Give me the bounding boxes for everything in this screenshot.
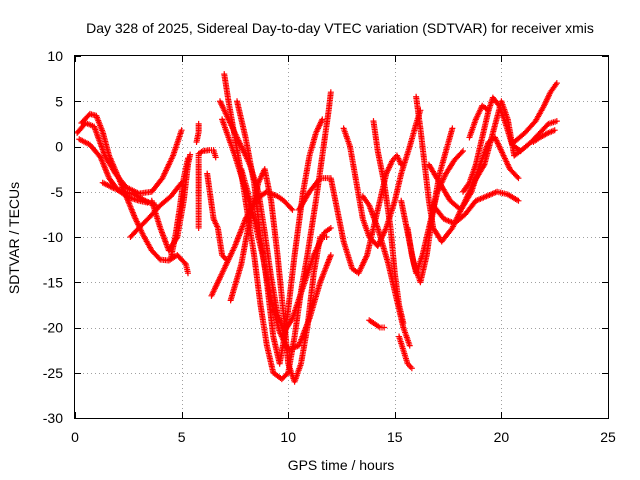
y-axis-label: SDTVAR / TECUs (6, 182, 22, 294)
y-tick-label: -20 (43, 320, 63, 336)
series-arc-20 (366, 317, 388, 331)
series-arc-27 (425, 134, 522, 213)
gridlines (75, 56, 608, 418)
y-tick-label: -5 (51, 184, 64, 200)
point-markers (430, 188, 522, 227)
x-axis-label: GPS time / hours (288, 457, 395, 473)
y-tick-label: -25 (43, 365, 63, 381)
series-arc-33 (530, 127, 558, 145)
point-markers (234, 98, 326, 367)
point-markers (195, 147, 219, 231)
y-tick-label: -30 (43, 410, 63, 426)
series-arc-28 (430, 188, 522, 227)
series-arc-22 (370, 118, 407, 326)
y-tick-label: 10 (47, 48, 63, 64)
series-arc-16 (234, 98, 326, 367)
plot-frame (74, 55, 609, 419)
x-tick-label: 0 (71, 429, 79, 445)
x-tick-label: 20 (494, 429, 510, 445)
series-arc-8 (195, 147, 219, 231)
x-tick-labels: 0 5 10 15 20 25 (71, 429, 616, 445)
series-arc-29 (460, 94, 524, 195)
series-arc-3 (78, 110, 191, 277)
point-markers (193, 120, 202, 145)
chart-title: Day 328 of 2025, Sidereal Day-to-day VTE… (86, 20, 594, 36)
y-tick-label: 0 (55, 139, 63, 155)
point-markers (396, 333, 415, 372)
data-points (74, 71, 560, 385)
y-tick-label: 5 (55, 93, 63, 109)
series-arc-31 (511, 80, 560, 145)
series-arc-10 (204, 170, 230, 263)
point-markers (466, 102, 492, 141)
x-tick-label: 15 (387, 429, 403, 445)
x-tick-label: 5 (178, 429, 186, 445)
series-arc-14 (221, 71, 334, 383)
x-tick-label: 10 (280, 429, 296, 445)
series-arc-7 (167, 155, 191, 261)
series-arc-23 (396, 333, 415, 372)
point-markers (370, 118, 407, 326)
series-arc-17 (238, 166, 258, 222)
series-arc-9 (193, 120, 202, 145)
series-arc-30 (466, 102, 492, 141)
y-tick-labels: -30 -25 -20 -15 -10 -5 0 5 10 (43, 48, 63, 426)
point-markers (167, 155, 191, 261)
point-markers (460, 94, 524, 195)
point-markers (511, 80, 560, 145)
y-tick-label: -10 (43, 229, 63, 245)
point-markers (221, 71, 334, 383)
point-markers (78, 110, 191, 277)
point-markers (425, 134, 522, 213)
point-markers (530, 127, 558, 145)
x-tick-label: 25 (600, 429, 616, 445)
y-tick-label: -15 (43, 274, 63, 290)
point-markers (366, 317, 388, 331)
point-markers (204, 170, 230, 263)
point-markers (238, 166, 258, 222)
